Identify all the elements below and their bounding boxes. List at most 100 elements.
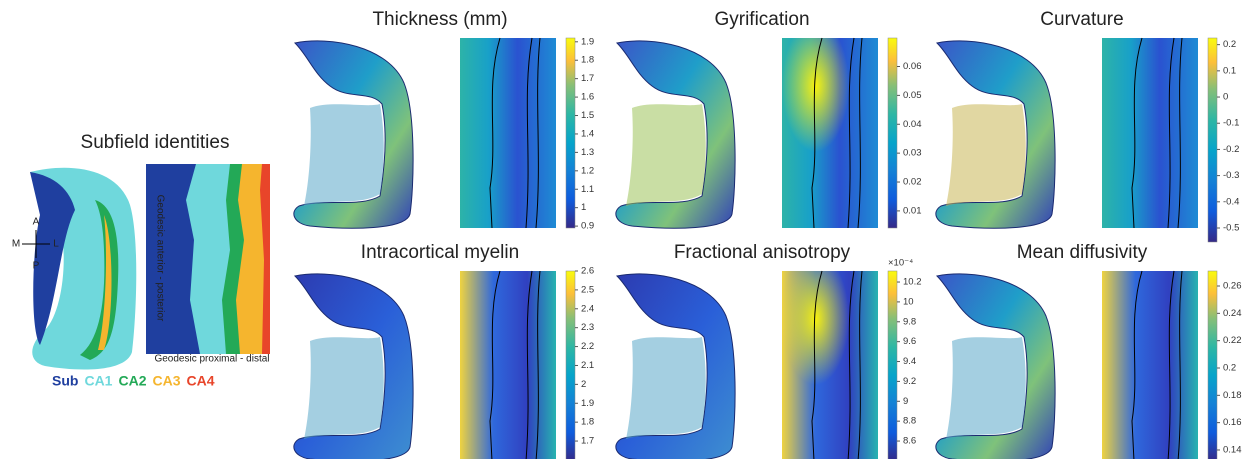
colorbar xyxy=(566,38,575,228)
panel-title: Fractional anisotropy xyxy=(674,242,851,263)
colorbar-tick-label: -0.1 xyxy=(1223,118,1239,129)
colorbar-tick-label: 0.22 xyxy=(1223,335,1242,346)
axis-label-y: Geodesic anterior - posterior xyxy=(154,195,165,322)
colorbar-tick-label: 2.2 xyxy=(581,341,594,352)
panel-title: Thickness (mm) xyxy=(372,9,507,30)
colorbar-tick-label: -0.3 xyxy=(1223,170,1239,181)
measure-panel: Intracortical myelin 2.6 2.5 2.4 2.3 2.2 2.1 2 1… xyxy=(294,242,594,459)
colorbar-tick-label: 0.9 xyxy=(581,221,594,232)
colorbar-tick-label: 0.24 xyxy=(1223,308,1242,319)
flat-map xyxy=(1102,271,1198,459)
colorbar-tick-label: 0.2 xyxy=(1223,39,1236,50)
legend-entry: CA3 xyxy=(152,373,180,389)
colorbar-tick-label: 2.5 xyxy=(581,284,594,295)
colorbar-tick-label: 9.4 xyxy=(903,356,916,367)
colorbar-tick-label: 2 xyxy=(581,379,586,390)
colorbar-tick-label: 1.6 xyxy=(581,92,594,103)
colorbar-tick-label: 1.9 xyxy=(581,398,594,409)
surface-3d xyxy=(936,274,1055,459)
colorbar-tick-label: 0.2 xyxy=(1223,363,1236,374)
panel-title: Intracortical myelin xyxy=(361,242,519,263)
panel-title: Subfield identities xyxy=(81,132,230,153)
surface-3d xyxy=(294,274,413,459)
orient-l: L xyxy=(53,239,59,250)
colorbar-tick-label: -0.4 xyxy=(1223,196,1239,207)
colorbar-tick-label: 0.02 xyxy=(903,177,922,188)
colorbar-tick-label: 1.9 xyxy=(581,36,594,47)
legend-entry: Sub xyxy=(52,373,78,389)
colorbar-tick-label: -0.2 xyxy=(1223,144,1239,155)
colorbar-tick-label: 0.18 xyxy=(1223,390,1242,401)
colorbar-tick-label: 0.06 xyxy=(903,61,922,72)
surface-inner xyxy=(946,104,1026,206)
colorbar xyxy=(1208,38,1217,242)
colorbar-tick-label: 1.2 xyxy=(581,165,594,176)
colorbar-tick-label: 1.7 xyxy=(581,436,594,447)
surface-inner xyxy=(626,104,706,206)
colorbar-tick-label: 1.3 xyxy=(581,147,594,158)
colorbar-tick-label: 9.2 xyxy=(903,376,916,387)
colorbar xyxy=(888,271,897,459)
panel-title: Mean diffusivity xyxy=(1017,242,1148,263)
legend-entry: CA1 xyxy=(84,373,112,389)
colorbar-tick-label: 1.8 xyxy=(581,55,594,66)
surface-inner xyxy=(304,104,384,206)
measure-panel: Curvature 0.2 0.1 0 -0.1 -0.2 -0.3 -0.4 -0.5 xyxy=(936,9,1240,242)
colorbar-tick-label: 8.8 xyxy=(903,416,916,427)
figure: Subfield identities A P M L Geodesic ant… xyxy=(0,0,1245,459)
colorbar-tick-label: 1.5 xyxy=(581,110,594,121)
colorbar-tick-label: 0.05 xyxy=(903,90,922,101)
orient-m: M xyxy=(12,239,20,250)
colorbar-tick-label: 8.6 xyxy=(903,436,916,447)
colorbar xyxy=(566,271,575,459)
measure-panel: Mean diffusivity 0.26 0.24 0.22 0.2 0.18 0.16 0… xyxy=(936,242,1242,459)
colorbar-tick-label: -0.5 xyxy=(1223,223,1239,234)
orient-a: A xyxy=(33,217,40,228)
colorbar-tick-label: 0.03 xyxy=(903,148,922,159)
colorbar-tick-label: 2.4 xyxy=(581,303,594,314)
colorbar-tick-label: 0.04 xyxy=(903,119,922,130)
colorbar-tick-label: 0.26 xyxy=(1223,281,1242,292)
surface-3d xyxy=(294,41,413,228)
colorbar-exponent: ×10⁻⁴ xyxy=(888,258,913,269)
colorbar-tick-label: 2.3 xyxy=(581,322,594,333)
legend: Sub CA1 CA2 CA3 CA4 xyxy=(52,373,215,389)
colorbar-tick-label: 10.2 xyxy=(903,277,922,288)
colorbar-tick-label: 9.6 xyxy=(903,336,916,347)
subfield-map: Geodesic anterior - posterior Geodesic p… xyxy=(146,164,270,365)
axis-label-x: Geodesic proximal - distal xyxy=(154,354,269,365)
colorbar-tick-label: 1.7 xyxy=(581,73,594,84)
flat-map xyxy=(460,271,556,459)
colorbar-tick-label: 1.8 xyxy=(581,417,594,428)
measure-panel: Thickness (mm)1.91.81.71.61.51.41.31.21.… xyxy=(294,9,594,232)
colorbar-tick-label: 0 xyxy=(1223,92,1228,103)
colorbar-tick-label: 2.6 xyxy=(581,266,594,277)
legend-entry: CA4 xyxy=(187,373,215,389)
panel-title: Curvature xyxy=(1040,9,1123,30)
colorbar-tick-label: 0.01 xyxy=(903,205,922,216)
panel-title: Gyrification xyxy=(714,9,809,30)
measure-panel: Gyrification 0.06 0.05 0.04 0.03 0.02 0.01 xyxy=(616,9,922,228)
subfield-panel: Subfield identities A P M L Geodesic ant… xyxy=(12,132,270,389)
colorbar-tick-label: 1 xyxy=(581,202,586,213)
colorbar-tick-label: 9.8 xyxy=(903,316,916,327)
surface-inner xyxy=(946,337,1026,439)
flat-map-hotspot xyxy=(782,271,878,459)
surface-inner xyxy=(626,337,706,439)
surface-3d xyxy=(616,41,735,228)
colorbar-tick-label: 10 xyxy=(903,296,914,307)
measure-panel: Fractional anisotropy 10.2 10 9.8 9.6 9.4 9.2 9… xyxy=(616,242,922,459)
colorbar-tick-label: 9 xyxy=(903,396,908,407)
surface-3d xyxy=(616,274,735,459)
flat-map xyxy=(460,38,556,228)
colorbar xyxy=(1208,271,1217,459)
colorbar-tick-label: 0.14 xyxy=(1223,444,1242,455)
colorbar-tick-label: 2.1 xyxy=(581,360,594,371)
colorbar-tick-label: 0.1 xyxy=(1223,65,1236,76)
legend-entry: CA2 xyxy=(118,373,146,389)
surface-3d xyxy=(936,41,1055,228)
colorbar-tick-label: 1.4 xyxy=(581,128,594,139)
orient-p: P xyxy=(33,261,40,272)
colorbar-tick-label: 0.16 xyxy=(1223,417,1242,428)
colorbar xyxy=(888,38,897,228)
